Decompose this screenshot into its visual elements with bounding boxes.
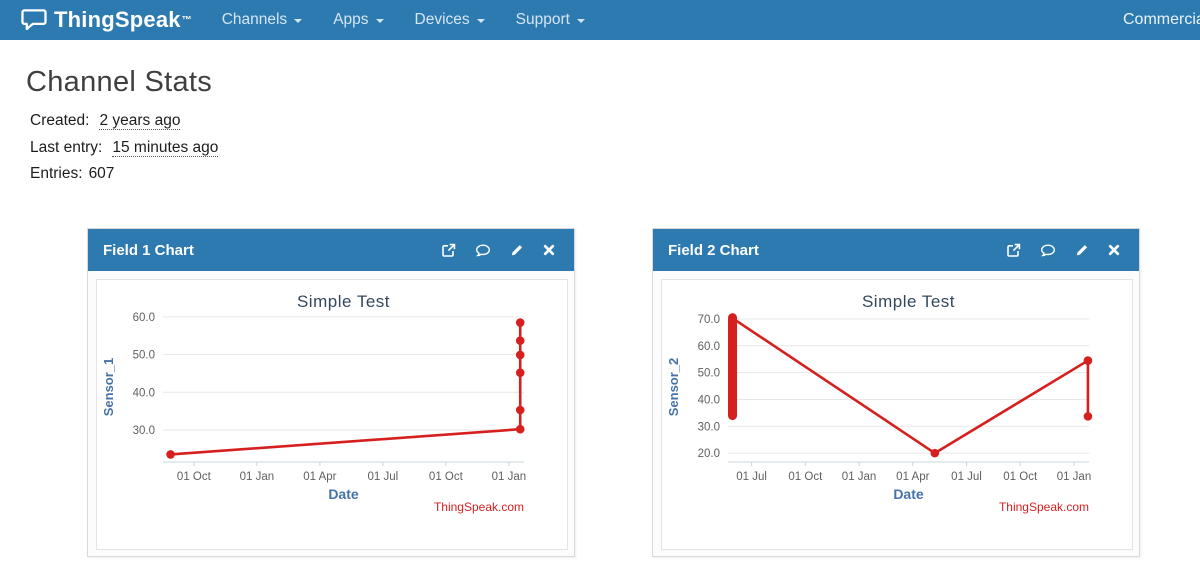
svg-text:60.0: 60.0 <box>698 341 720 353</box>
brand-name: ThingSpeak <box>54 7 181 32</box>
svg-text:40.0: 40.0 <box>133 387 155 399</box>
svg-text:01 Jan: 01 Jan <box>842 471 877 483</box>
field1-chart: 30.0 40.0 50.0 60.0 01 Oct 01 Jan 01 Apr 01 Jul… <box>96 279 568 550</box>
svg-text:70.0: 70.0 <box>698 314 720 326</box>
chart-svg: 30.0 40.0 50.0 60.0 01 Oct 01 Jan 01 Apr 01 Jul… <box>101 292 527 514</box>
svg-text:50.0: 50.0 <box>133 350 155 362</box>
last-entry-row: Last entry: 15 minutes ago <box>30 138 219 157</box>
svg-text:Simple Test: Simple Test <box>862 292 955 311</box>
field2-panel-tools <box>1006 243 1120 258</box>
brand-trademark: ™ <box>181 14 192 26</box>
field2-chart: 20.0 30.0 40.0 50.0 60.0 70.0 01 Jul 01 Oct 01 J… <box>661 279 1133 550</box>
field2-panel-title: Field 2 Chart <box>668 241 759 259</box>
svg-text:01 Jan: 01 Jan <box>1057 471 1092 483</box>
field1-panel-title: Field 1 Chart <box>103 241 194 259</box>
svg-text:30.0: 30.0 <box>698 421 720 433</box>
field1-panel-tools <box>441 243 555 258</box>
svg-text:01 Oct: 01 Oct <box>429 471 464 483</box>
pencil-icon[interactable] <box>1075 243 1089 257</box>
svg-text:20.0: 20.0 <box>698 448 720 460</box>
created-value[interactable]: 2 years ago <box>99 112 181 130</box>
pencil-icon[interactable] <box>510 243 524 257</box>
channel-stats-summary: Created: 2 years ago Last entry: 15 minute… <box>30 112 219 192</box>
nav-item-support[interactable]: Support <box>516 11 585 29</box>
field1-chart-panel: Field 1 Chart 30.0 40.0 50.0 60.0 01 Oct 01 J… <box>87 228 575 557</box>
svg-text:Date: Date <box>893 486 924 502</box>
svg-text:ThingSpeak.com: ThingSpeak.com <box>999 500 1089 514</box>
created-label: Created: <box>30 112 90 129</box>
field2-panel-heading: Field 2 Chart <box>653 229 1139 271</box>
comment-icon[interactable] <box>1040 243 1056 258</box>
entries-value: 607 <box>88 165 115 182</box>
svg-text:60.0: 60.0 <box>133 312 155 324</box>
svg-text:30.0: 30.0 <box>133 425 155 437</box>
field2-chart-panel: Field 2 Chart 20.0 30.0 40.0 50.0 60.0 70.0 01… <box>652 228 1140 557</box>
external-link-icon[interactable] <box>441 243 456 258</box>
chevron-down-icon <box>476 19 485 23</box>
svg-text:01 Jul: 01 Jul <box>736 471 767 483</box>
nav-item-label: Apps <box>333 11 369 28</box>
close-icon[interactable] <box>1108 244 1120 256</box>
svg-text:01 Jan: 01 Jan <box>240 471 275 483</box>
nav-item-apps[interactable]: Apps <box>333 11 384 29</box>
nav-item-label: Channels <box>221 11 288 28</box>
chevron-down-icon <box>375 19 384 23</box>
last-entry-value[interactable]: 15 minutes ago <box>112 138 219 157</box>
svg-text:50.0: 50.0 <box>698 368 720 380</box>
svg-text:01 Oct: 01 Oct <box>788 471 823 483</box>
svg-text:Simple Test: Simple Test <box>297 292 390 311</box>
svg-text:01 Oct: 01 Oct <box>1003 471 1038 483</box>
nav-item-commercial-use[interactable]: Commercial Use <box>1123 11 1200 28</box>
created-row: Created: 2 years ago <box>30 112 218 130</box>
svg-text:01 Oct: 01 Oct <box>177 471 212 483</box>
svg-text:40.0: 40.0 <box>698 394 720 406</box>
nav-menu: Channels Apps Devices Support <box>222 11 585 29</box>
svg-text:Sensor_2: Sensor_2 <box>666 358 681 417</box>
nav-item-devices[interactable]: Devices <box>415 11 485 29</box>
entries-row: Entries: 607 <box>30 165 218 183</box>
field2-panel-body: 20.0 30.0 40.0 50.0 60.0 70.0 01 Jul 01 Oct 01 J… <box>653 271 1139 557</box>
chart-svg: 20.0 30.0 40.0 50.0 60.0 70.0 01 Jul 01 Oct 01 J… <box>666 292 1093 514</box>
chevron-down-icon <box>294 19 303 23</box>
field1-panel-body: 30.0 40.0 50.0 60.0 01 Oct 01 Jan 01 Apr 01 Jul… <box>88 271 574 557</box>
external-link-icon[interactable] <box>1006 243 1021 258</box>
page-title: Channel Stats <box>26 66 213 98</box>
svg-text:01 Apr: 01 Apr <box>303 471 336 483</box>
nav-item-label: Devices <box>414 11 470 28</box>
last-entry-label: Last entry: <box>30 138 103 156</box>
svg-text:01 Jul: 01 Jul <box>368 471 399 483</box>
svg-text:01 Jan: 01 Jan <box>492 471 527 483</box>
svg-text:Date: Date <box>328 486 359 502</box>
nav-item-channels[interactable]: Channels <box>222 11 303 29</box>
top-navbar: ThingSpeak ™ Channels Apps Devices Suppo… <box>0 0 1200 40</box>
nav-item-label: Support <box>515 11 570 28</box>
svg-text:Sensor_1: Sensor_1 <box>101 358 116 417</box>
comment-icon[interactable] <box>475 243 491 258</box>
field1-panel-heading: Field 1 Chart <box>88 229 574 271</box>
entries-label: Entries: <box>30 165 83 182</box>
svg-text:01 Apr: 01 Apr <box>896 471 929 483</box>
speech-bubble-logo-icon <box>20 8 47 32</box>
close-icon[interactable] <box>543 244 555 256</box>
svg-text:01 Jul: 01 Jul <box>951 471 982 483</box>
thingspeak-brand[interactable]: ThingSpeak ™ <box>20 7 192 33</box>
svg-text:ThingSpeak.com: ThingSpeak.com <box>434 500 524 514</box>
chevron-down-icon <box>576 19 585 23</box>
